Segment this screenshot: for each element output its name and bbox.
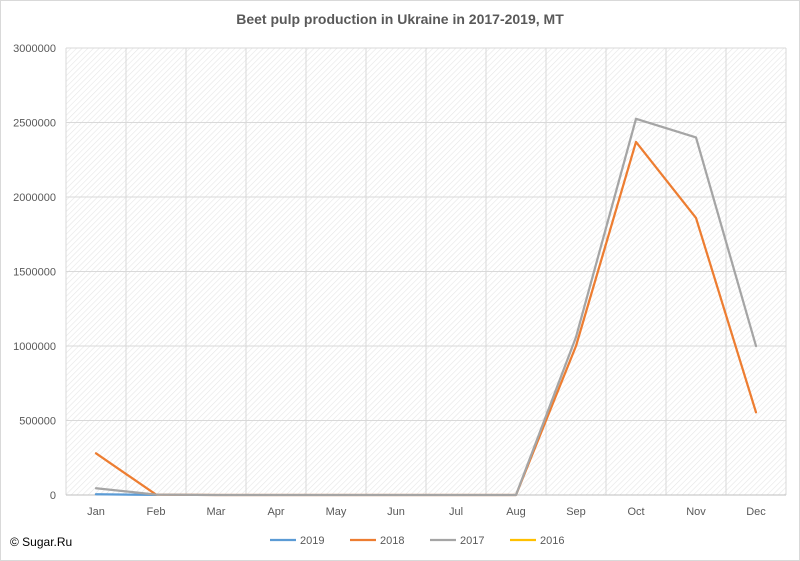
x-tick-label: Sep (566, 506, 586, 518)
x-tick-label: Apr (267, 506, 284, 518)
x-tick-label: Aug (506, 506, 526, 518)
y-tick-label: 2000000 (13, 192, 56, 204)
gridlines (65, 47, 787, 495)
y-tick-label: 3000000 (13, 43, 56, 55)
legend-item-2016: 2016 (510, 535, 564, 547)
legend-item-2018: 2018 (350, 535, 404, 547)
y-axis-tick-labels: 0 500000 1000000 1500000 2000000 2500000 30000… (13, 43, 56, 502)
x-tick-label: Mar (207, 506, 226, 518)
x-tick-label: Jun (387, 506, 405, 518)
legend-label: 2016 (540, 535, 564, 547)
x-tick-label: Dec (746, 506, 766, 518)
series-lines (94, 117, 758, 497)
x-tick-label: May (326, 506, 347, 518)
series-line-2019 (94, 493, 158, 497)
legend-item-2019: 2019 (270, 535, 324, 547)
copyright-text: © Sugar.Ru (10, 535, 72, 549)
legend: 2019 2018 2017 2016 (270, 535, 564, 547)
legend-label: 2019 (300, 535, 324, 547)
x-tick-label: Feb (147, 506, 166, 518)
y-tick-label: 0 (50, 490, 56, 502)
y-tick-label: 1500000 (13, 267, 56, 279)
y-tick-label: 1000000 (13, 341, 56, 353)
x-tick-label: Jul (449, 506, 463, 518)
y-tick-label: 2500000 (13, 118, 56, 130)
y-tick-label: 500000 (19, 416, 56, 428)
legend-label: 2018 (380, 535, 404, 547)
x-tick-label: Oct (627, 506, 644, 518)
x-tick-label: Jan (87, 506, 105, 518)
x-axis-tick-labels: Jan Feb Mar Apr May Jun Jul Aug Sep Oct Nov Dec (87, 506, 766, 518)
legend-item-2017: 2017 (430, 535, 484, 547)
legend-label: 2017 (460, 535, 484, 547)
series-line-2017 (94, 117, 758, 497)
chart-title: Beet pulp production in Ukraine in 2017-… (236, 11, 564, 27)
x-tick-label: Nov (686, 506, 706, 518)
